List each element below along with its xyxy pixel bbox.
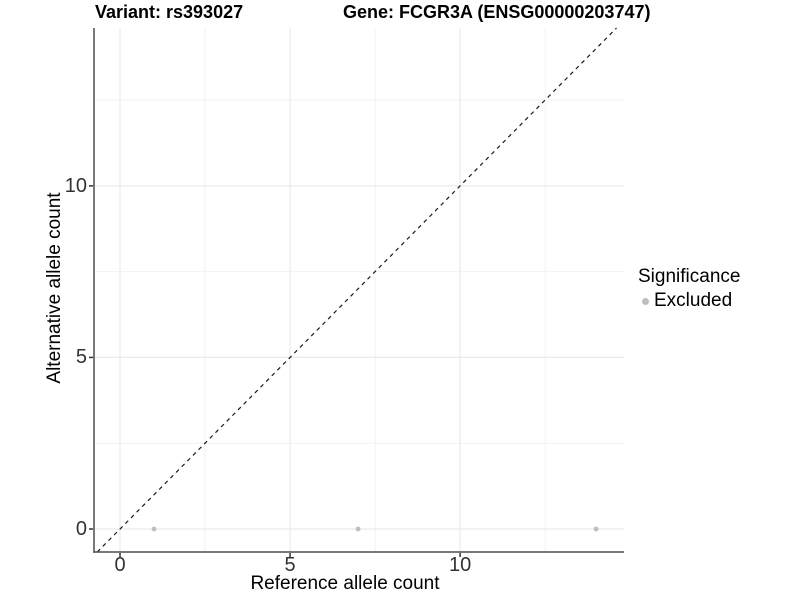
y-tick-label: 0 [75, 518, 87, 540]
data-point [151, 526, 157, 532]
x-tick-label: 0 [114, 554, 126, 576]
legend: Significance Excluded [638, 266, 740, 312]
x-tick-label: 10 [448, 554, 472, 576]
gene-title: Gene: FCGR3A (ENSG00000203747) [343, 2, 651, 22]
y-tick-label: 10 [64, 174, 87, 197]
y-tick-label: 5 [75, 346, 87, 369]
legend-dot-icon [642, 297, 649, 305]
data-point [593, 526, 599, 532]
identity-line [96, 27, 617, 553]
legend-title: Significance [638, 266, 741, 287]
legend-item-label: Excluded [654, 290, 733, 311]
variant-title: Variant: rs393027 [95, 2, 244, 22]
legend-item-excluded: Excluded [638, 290, 740, 312]
x-tick-label: 5 [284, 554, 296, 576]
x-axis-title: Reference allele count [250, 573, 440, 594]
data-point [355, 526, 361, 532]
